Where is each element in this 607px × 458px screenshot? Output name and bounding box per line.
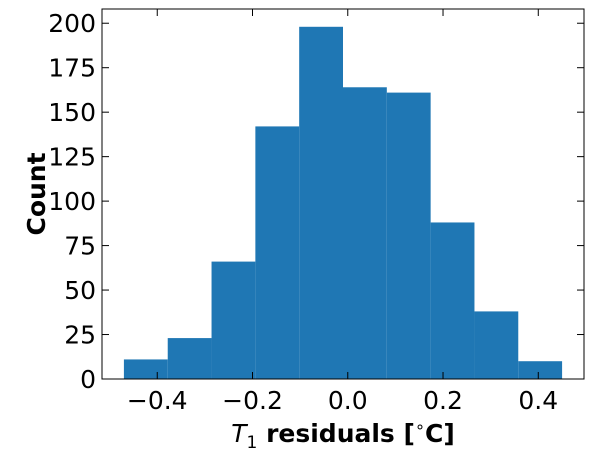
x-tick-label: −0.4	[127, 386, 188, 415]
x-axis-label-unit: C]	[425, 419, 455, 448]
x-axis-label-text: residuals [	[257, 419, 415, 448]
histogram-bar	[518, 361, 563, 379]
histogram-bar	[343, 87, 387, 380]
histogram-bar	[386, 92, 431, 379]
x-axis-label-symbol: T	[231, 419, 248, 448]
histogram-bar	[255, 126, 300, 380]
y-tick-label: 100	[48, 187, 96, 216]
x-tick-label: 0.4	[518, 386, 558, 415]
histogram-bar	[123, 359, 168, 379]
y-tick-label: 0	[80, 365, 96, 394]
histogram-bar	[167, 338, 212, 379]
bars-group	[123, 26, 563, 380]
y-tick-label: 50	[64, 276, 96, 305]
x-axis-label: T1 residuals [∘C]	[231, 417, 455, 453]
y-tick-label: 200	[48, 9, 96, 38]
x-axis-label-degree: ∘	[415, 417, 425, 436]
tick-labels-group: −0.4 −0.2 0.0 0.2 0.4 0 25 50 75 100 125 150 175 200	[48, 9, 558, 415]
x-axis-label-subscript: 1	[247, 433, 258, 453]
histogram-bar	[211, 261, 256, 379]
y-tick-label: 150	[48, 98, 96, 127]
x-tick-label: 0.2	[423, 386, 463, 415]
histogram-bar	[299, 26, 343, 380]
x-tick-label: 0.0	[328, 386, 368, 415]
y-tick-label: 125	[48, 143, 96, 172]
y-tick-label: 175	[48, 54, 96, 83]
y-tick-label: 75	[64, 232, 96, 261]
plot-frame	[101, 8, 585, 380]
y-tick-label: 25	[64, 321, 96, 350]
x-tick-label: −0.2	[222, 386, 283, 415]
histogram-bar	[430, 222, 475, 379]
y-axis-label: Count	[22, 152, 51, 235]
histogram-bar	[474, 311, 519, 379]
